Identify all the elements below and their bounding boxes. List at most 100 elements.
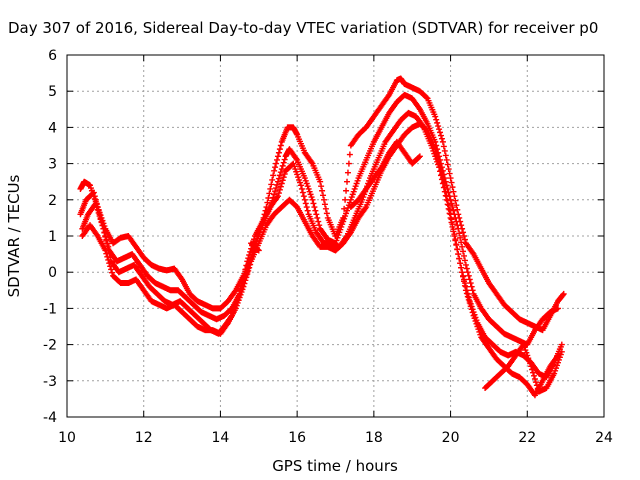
data-point [94, 206, 101, 213]
data-point [530, 372, 537, 379]
data-point [450, 188, 457, 195]
data-point [460, 273, 467, 280]
data-point [270, 172, 277, 179]
data-point [320, 196, 327, 203]
data-point [320, 192, 327, 199]
data-point [446, 170, 453, 177]
data-point [345, 160, 352, 167]
data-point [351, 185, 358, 192]
data-point [554, 305, 561, 312]
data-point [299, 189, 306, 196]
data-point [274, 181, 281, 188]
data-point [460, 248, 467, 255]
data-point [271, 167, 278, 174]
y-axis-label: SDTVAR / TECUs [5, 174, 23, 297]
data-point [458, 264, 465, 271]
data-point [321, 201, 328, 208]
data-point [444, 161, 451, 168]
data-point [312, 207, 319, 214]
series-track-5 [248, 138, 565, 395]
data-point [239, 286, 246, 293]
data-point [268, 181, 275, 188]
data-point [532, 379, 539, 386]
data-point [455, 251, 462, 258]
data-point [278, 166, 285, 173]
data-point [274, 178, 281, 185]
data-point [416, 153, 423, 160]
data-point [441, 184, 448, 191]
data-point [107, 263, 114, 270]
data-point [87, 185, 94, 192]
data-point [467, 303, 474, 310]
data-point [106, 260, 113, 267]
data-point [305, 185, 312, 192]
data-point [234, 299, 241, 306]
data-point [560, 290, 567, 297]
data-point [275, 190, 282, 197]
y-tick-label: 3 [48, 157, 57, 173]
data-point [338, 223, 345, 230]
data-point [461, 257, 468, 264]
data-point [469, 287, 476, 294]
data-point [247, 261, 254, 268]
data-point [103, 250, 110, 257]
data-point [440, 179, 447, 186]
data-point [553, 365, 560, 372]
data-point [527, 360, 534, 367]
chart-title: Day 307 of 2016, Sidereal Day-to-day VTE… [8, 19, 598, 37]
data-point [437, 129, 444, 136]
data-point [469, 309, 476, 316]
data-point [555, 356, 562, 363]
data-point [92, 200, 99, 207]
data-point [347, 196, 354, 203]
data-point [302, 200, 309, 207]
data-point [448, 179, 455, 186]
data-point [104, 253, 111, 260]
data-point [434, 153, 441, 160]
data-point [246, 264, 253, 271]
data-point [95, 209, 102, 216]
data-point [457, 260, 464, 267]
data-point [307, 191, 314, 198]
data-point [254, 246, 261, 253]
data-point [449, 184, 456, 191]
data-point [298, 185, 305, 192]
data-point [454, 222, 461, 229]
data-point [103, 237, 110, 244]
data-point [451, 231, 458, 238]
data-point [468, 283, 475, 290]
data-point [450, 226, 457, 233]
data-point [465, 296, 472, 303]
data-point [232, 305, 239, 312]
data-point [471, 315, 478, 322]
data-point [352, 183, 359, 190]
data-point [445, 202, 452, 209]
series-track-2 [77, 91, 561, 348]
data-point [90, 189, 97, 196]
data-point [310, 200, 317, 207]
data-point [316, 222, 323, 229]
y-tick-label: -2 [43, 338, 57, 354]
data-point [273, 160, 280, 167]
data-point [454, 206, 461, 213]
data-point [294, 171, 301, 178]
data-point [460, 233, 467, 239]
data-point [461, 236, 468, 243]
data-point [336, 229, 343, 236]
data-point [474, 323, 481, 330]
data-point [238, 289, 245, 296]
data-point [301, 175, 308, 182]
data-point [473, 320, 480, 327]
data-point [476, 328, 483, 335]
data-point [96, 213, 103, 220]
data-point [344, 204, 351, 211]
x-tick-label: 10 [58, 430, 76, 446]
data-point [343, 187, 350, 194]
x-tick-label: 16 [288, 430, 306, 446]
data-point [248, 245, 255, 252]
data-point [100, 225, 107, 232]
data-point [530, 369, 537, 376]
data-point [304, 207, 311, 214]
y-tick-label: 4 [48, 120, 57, 136]
